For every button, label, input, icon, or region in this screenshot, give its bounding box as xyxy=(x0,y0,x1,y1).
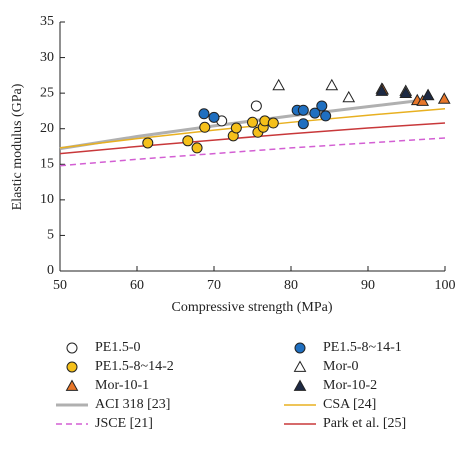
y-tick-label: 30 xyxy=(40,50,54,65)
y-tick-label: 15 xyxy=(40,157,54,172)
x-tick-label: 70 xyxy=(207,278,221,293)
point xyxy=(182,135,194,147)
legend-marker xyxy=(293,379,307,391)
legend-marker xyxy=(66,361,78,373)
legend-label: JSCE [21] xyxy=(95,416,153,431)
y-tick-label: 25 xyxy=(40,85,54,100)
point xyxy=(421,88,435,101)
point xyxy=(297,104,309,116)
y-tick-label: 0 xyxy=(47,263,54,278)
point xyxy=(250,100,262,112)
legend-label: PE1.5-8~14-1 xyxy=(323,340,402,355)
point xyxy=(325,78,339,91)
x-tick-label: 50 xyxy=(53,278,67,293)
point xyxy=(437,92,451,104)
legend-label: ACI 318 [23] xyxy=(95,397,170,412)
point xyxy=(309,107,321,119)
legend-label: CSA [24] xyxy=(323,397,376,412)
point xyxy=(199,121,211,133)
legend-label: Mor-0 xyxy=(323,359,359,374)
y-tick-label: 20 xyxy=(40,121,54,136)
point xyxy=(267,117,279,129)
point xyxy=(272,78,286,91)
point xyxy=(142,137,154,149)
legend-label: Mor-10-2 xyxy=(323,378,377,393)
point xyxy=(316,100,328,112)
y-axis-label: Elastic modulus (GPa) xyxy=(10,83,25,210)
legend-marker xyxy=(293,360,307,372)
point xyxy=(416,94,430,106)
point xyxy=(198,108,210,120)
y-tick-label: 10 xyxy=(40,192,54,207)
legend-marker xyxy=(66,342,78,354)
legend-label: PE1.5-8~14-2 xyxy=(95,359,174,374)
point xyxy=(230,122,242,134)
point xyxy=(320,110,332,122)
point xyxy=(375,84,389,96)
point xyxy=(342,90,356,103)
x-tick-label: 90 xyxy=(361,278,375,293)
x-tick-label: 100 xyxy=(435,278,456,293)
y-tick-label: 5 xyxy=(47,228,54,243)
legend-label: Mor-10-1 xyxy=(95,378,149,393)
legend-label: Park et al. [25] xyxy=(323,416,406,431)
x-tick-label: 80 xyxy=(284,278,298,293)
x-tick-label: 60 xyxy=(130,278,144,293)
x-axis-label: Compressive strength (MPa) xyxy=(172,300,333,315)
point xyxy=(399,86,413,99)
model-line xyxy=(59,122,446,155)
model-line xyxy=(59,108,446,149)
point xyxy=(208,111,220,123)
legend-marker xyxy=(65,379,79,391)
legend-label: PE1.5-0 xyxy=(95,340,141,355)
legend-marker xyxy=(294,342,306,354)
model-line xyxy=(59,137,446,167)
point xyxy=(191,142,203,154)
point xyxy=(297,118,309,130)
y-tick-label: 35 xyxy=(40,14,54,29)
point xyxy=(247,116,258,128)
